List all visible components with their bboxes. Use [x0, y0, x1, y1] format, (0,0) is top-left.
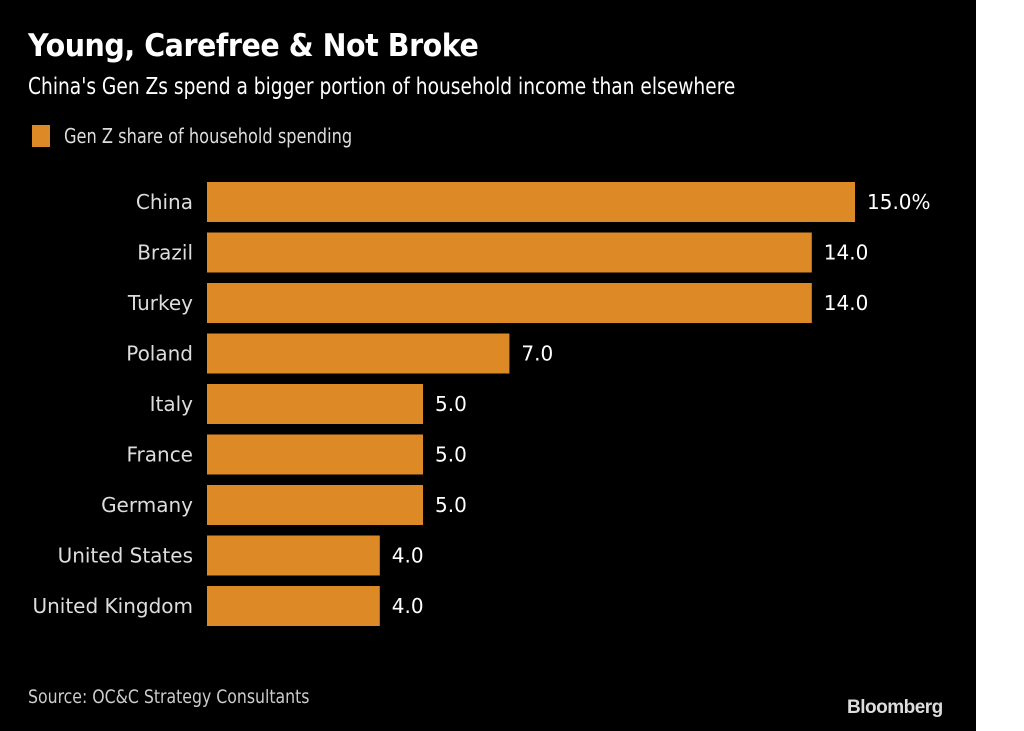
value-label: 14.0 — [824, 291, 869, 315]
value-label: 14.0 — [824, 241, 869, 265]
bar-united-kingdom — [207, 586, 380, 626]
bar-china — [207, 182, 855, 222]
value-label: 7.0 — [521, 342, 553, 366]
bar-france — [207, 434, 423, 475]
category-label: Brazil — [137, 241, 193, 265]
category-label: France — [126, 443, 193, 467]
bar-united-states — [207, 535, 380, 576]
bloomberg-logo: Bloomberg — [847, 697, 943, 718]
value-label: 4.0 — [392, 544, 424, 568]
value-label: 15.0% — [867, 190, 931, 214]
value-label: 5.0 — [435, 493, 467, 517]
source-note: Source: OC&C Strategy Consultants — [28, 686, 310, 708]
category-label: Germany — [101, 493, 193, 517]
value-label: 5.0 — [435, 392, 467, 416]
legend-label: Gen Z share of household spending — [64, 124, 353, 148]
category-label: China — [136, 190, 193, 214]
chart-panel: Young, Carefree & Not Broke China's Gen … — [0, 0, 976, 731]
category-label: Italy — [150, 392, 194, 416]
category-label: United States — [58, 544, 193, 568]
bar-germany — [207, 485, 423, 525]
legend: Gen Z share of household spending — [32, 124, 384, 148]
bar-poland — [207, 333, 510, 374]
bar-chart: China 15.0% Brazil 14.0 Turkey 14.0 Poland 7.0 I… — [32, 182, 931, 626]
bar-brazil — [207, 232, 812, 273]
value-label: 4.0 — [392, 594, 424, 618]
category-label: United Kingdom — [32, 594, 193, 618]
bar-turkey — [207, 283, 812, 323]
category-label: Turkey — [127, 291, 193, 315]
chart-subtitle: China's Gen Zs spend a bigger portion of… — [28, 74, 736, 100]
chart-title: Young, Carefree & Not Broke — [28, 28, 479, 64]
bar-italy — [207, 384, 423, 424]
value-label: 5.0 — [435, 443, 467, 467]
legend-swatch — [32, 125, 50, 147]
category-label: Poland — [126, 342, 193, 366]
